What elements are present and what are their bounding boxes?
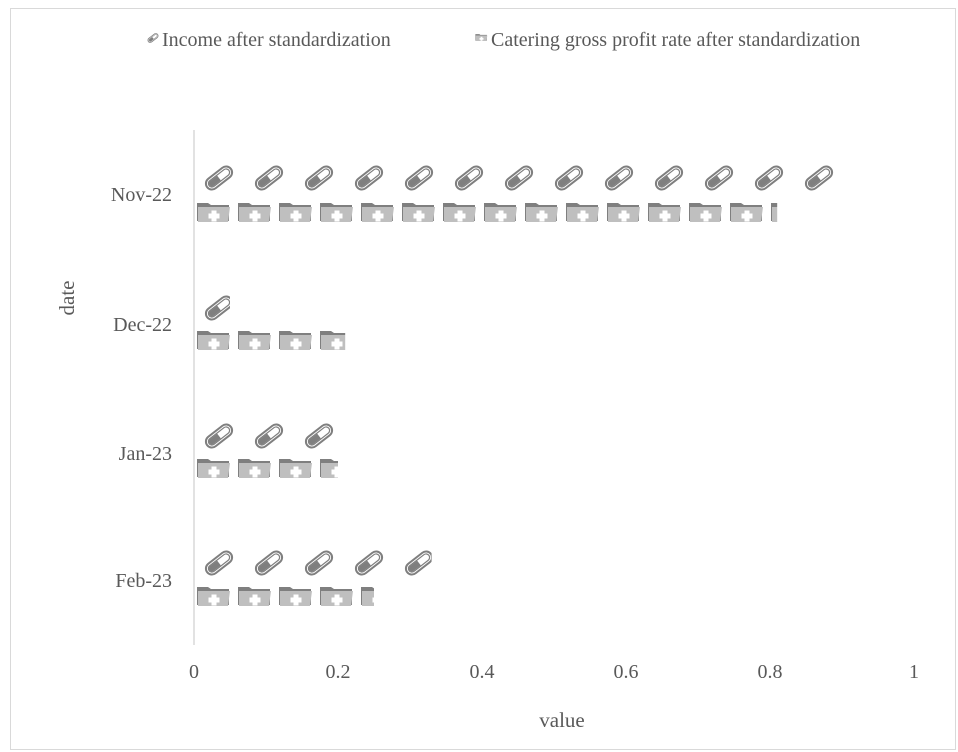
y-axis-title: date [55, 281, 79, 316]
bar-income-jan-23[interactable] [196, 421, 338, 451]
bar-catering-jan-23[interactable] [196, 455, 338, 479]
legend-label-catering: Catering gross profit rate after standar… [491, 29, 860, 51]
x-tick-label-0: 0 [189, 661, 199, 683]
y-tick-label-jan-23: Jan-23 [119, 443, 172, 465]
chart-frame [10, 8, 956, 750]
bar-income-feb-23[interactable] [196, 548, 432, 578]
legend-folder-icon [475, 34, 488, 41]
y-tick-label-nov-22: Nov-22 [111, 184, 172, 206]
x-tick-labels: 0 0.2 0.4 0.6 0.8 1 [189, 661, 919, 683]
bar-catering-feb-23[interactable] [196, 583, 374, 607]
plot-bars [196, 163, 835, 607]
x-tick-label-4: 0.8 [758, 661, 783, 683]
x-tick-label-1: 0.2 [326, 661, 351, 683]
bar-income-dec-22[interactable] [196, 293, 230, 323]
legend-item-catering[interactable]: Catering gross profit rate after standar… [475, 29, 860, 51]
legend: Income after standardization Catering gr… [146, 29, 860, 51]
bar-catering-nov-22[interactable] [196, 199, 778, 223]
x-tick-label-2: 0.4 [470, 661, 495, 683]
legend-item-income[interactable]: Income after standardization [146, 29, 391, 51]
x-tick-label-3: 0.6 [614, 661, 639, 683]
y-tick-label-feb-23: Feb-23 [115, 570, 172, 592]
y-tick-label-dec-22: Dec-22 [113, 314, 172, 336]
legend-capsule-icon [146, 32, 160, 44]
bar-income-nov-22[interactable] [196, 163, 835, 193]
bar-catering-dec-22[interactable] [196, 327, 346, 351]
x-tick-label-5: 1 [909, 661, 919, 683]
x-axis-title: value [539, 708, 584, 732]
category-labels: Nov-22 Dec-22 Jan-23 Feb-23 [111, 184, 172, 592]
legend-label-income: Income after standardization [162, 29, 391, 51]
